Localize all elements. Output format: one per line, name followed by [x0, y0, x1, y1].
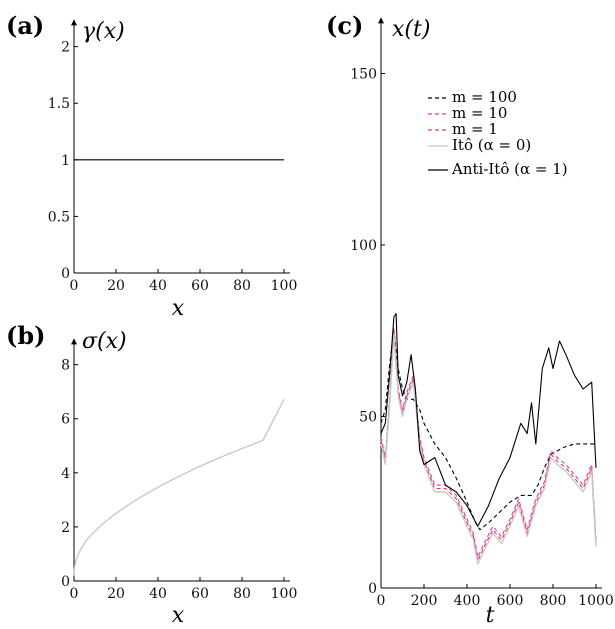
- y-tick-label: 1.5: [48, 96, 70, 112]
- y-tick-label: 0: [61, 574, 70, 590]
- y-tick-label: 2: [61, 520, 70, 536]
- x-tick-label: 80: [233, 586, 251, 602]
- panel-c-axes: [378, 17, 602, 589]
- panel-b-series-0: [73, 398, 285, 576]
- panel-a-xlabel: x: [172, 296, 185, 321]
- x-tick-label: 80: [233, 278, 251, 294]
- panel-a-ylabel: γ(x): [82, 19, 125, 44]
- panel-b-xticks: 0 20 40 60 80 100: [70, 577, 298, 602]
- x-tick-label: 0: [70, 278, 79, 294]
- x-tick-label: 200: [411, 593, 438, 609]
- legend-label: m = 1: [452, 120, 498, 138]
- x-tick-label: 60: [191, 278, 209, 294]
- y-tick-label: 150: [350, 66, 377, 82]
- y-tick-label: 0: [61, 266, 70, 282]
- panel-b-yticks: 0 2 4 6 8: [61, 358, 78, 590]
- panel-c-letter: (c): [326, 11, 363, 40]
- panel-b-axes: [71, 338, 290, 582]
- x-tick-label: 100: [271, 586, 298, 602]
- x-tick-label: 60: [191, 586, 209, 602]
- panel-c-yticks: 0 50 100 150: [350, 66, 385, 597]
- y-tick-label: 4: [61, 466, 70, 482]
- panel-c-ylabel: x(t): [392, 17, 430, 42]
- x-tick-label: 400: [454, 593, 481, 609]
- panel-a-gamma: (a) γ(x) x 0 20 40 60 80 100 0 0.5 1 1.5 2: [6, 11, 297, 321]
- panel-c-series-0: [380, 330, 596, 531]
- x-tick-label: 20: [107, 278, 125, 294]
- panel-a-yticks: 0 0.5 1 1.5 2: [48, 40, 78, 282]
- panel-b-plot: [73, 398, 285, 576]
- x-tick-label: 0: [377, 593, 386, 609]
- x-tick-label: 800: [540, 593, 567, 609]
- y-tick-label: 1: [61, 153, 70, 169]
- y-tick-label: 50: [359, 409, 377, 425]
- panel-b-xlabel: x: [172, 603, 185, 628]
- y-tick-label: 6: [61, 412, 70, 428]
- panel-a-xticks: 0 20 40 60 80 100: [70, 269, 298, 294]
- panel-c-trajectories: (c) x(t) t 0 200 400 600 800 1000 0 50 100 150 m…: [326, 11, 614, 628]
- panel-c-xticks: 0 200 400 600 800 1000: [377, 584, 614, 609]
- panel-b-sigma: (b) σ(x) x 0 20 40 60 80 100 0 2 4 6 8: [6, 321, 297, 628]
- panel-c-plot: [380, 313, 597, 565]
- x-tick-label: 100: [271, 278, 298, 294]
- panel-b-letter: (b): [6, 321, 46, 350]
- x-tick-label: 40: [149, 586, 167, 602]
- panel-c-series-3: [380, 333, 597, 565]
- legend-label: m = 10: [452, 104, 507, 122]
- legend-label: Anti-Itô (α = 1): [451, 160, 568, 178]
- legend-label: Itô (α = 0): [452, 136, 531, 154]
- panel-a-axes: [71, 19, 290, 274]
- y-tick-label: 0: [368, 581, 377, 597]
- panel-c-series-4: [380, 313, 597, 527]
- x-tick-label: 1000: [578, 593, 614, 609]
- y-tick-label: 100: [350, 238, 377, 254]
- x-tick-label: 600: [497, 593, 524, 609]
- x-tick-label: 40: [149, 278, 167, 294]
- x-tick-label: 20: [107, 586, 125, 602]
- panel-c-xlabel: t: [486, 603, 495, 628]
- panel-a-letter: (a): [6, 11, 44, 40]
- y-tick-label: 0.5: [48, 209, 70, 225]
- panel-c-series-2: [380, 330, 597, 562]
- legend-label: m = 100: [452, 88, 517, 106]
- x-tick-label: 0: [70, 586, 79, 602]
- y-tick-label: 8: [61, 358, 70, 374]
- y-tick-label: 2: [61, 40, 70, 56]
- panel-b-ylabel: σ(x): [82, 329, 127, 354]
- panel-c-series-1: [380, 326, 597, 558]
